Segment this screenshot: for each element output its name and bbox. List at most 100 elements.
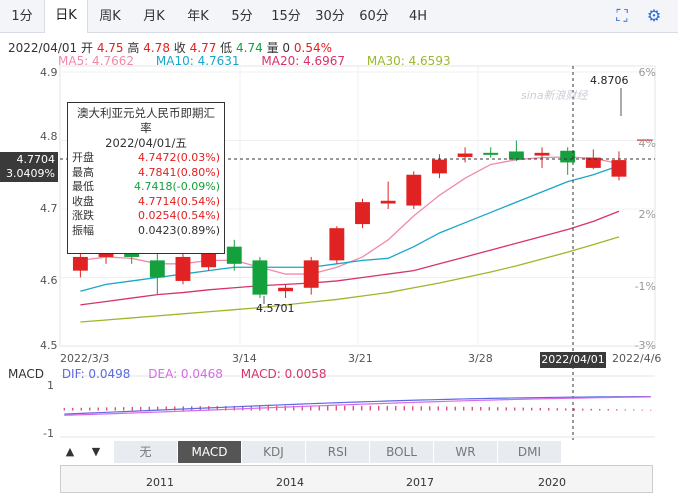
low-marker: 4.5701 [256, 302, 295, 315]
tab-1[interactable]: 日K [44, 0, 88, 33]
price-tag-pct: 3.0409% [6, 167, 55, 180]
tab-0[interactable]: 1分 [11, 8, 33, 24]
candle-body [585, 157, 601, 168]
tooltip-row: 最高 4.7841(0.80%) [72, 166, 220, 181]
tooltip-row-value: 4.7418(-0.09%) [134, 180, 220, 193]
nav-year: 2011 [146, 476, 174, 489]
tooltip-row-label: 最高 [72, 165, 94, 179]
tooltip-row-label: 开盘 [72, 151, 94, 164]
low-label: 低 [220, 41, 233, 55]
ma-legend: MA5: 4.7662 MA10: 4.7631 MA20: 4.6967 MA… [58, 54, 469, 68]
candle-body [329, 228, 345, 261]
tab-2[interactable]: 周K [99, 8, 121, 24]
change-value: 0.54% [293, 41, 332, 55]
macd-value-label: MACD: 0.0058 [240, 367, 327, 381]
indicator-tab-dmi[interactable]: DMI [498, 441, 562, 463]
macd-tick: -1 [43, 427, 54, 440]
pct-tick: -1% [634, 280, 656, 293]
tooltip-row-value: 4.7472(0.03%) [137, 151, 220, 164]
macd-legend: MACD DIF: 0.0498 DEA: 0.0468 MACD: 0.005… [8, 367, 341, 381]
tab-7[interactable]: 30分 [315, 8, 345, 24]
tooltip-title: 澳大利亚元兑人民币即期汇率 [77, 106, 215, 135]
pct-tick: 6% [638, 66, 656, 79]
scroll-up-arrow-icon[interactable]: ▲ [65, 445, 75, 458]
scroll-down-arrow-icon[interactable]: ▼ [91, 445, 101, 458]
tooltip-row: 开盘 4.7472(0.03%) [72, 151, 220, 166]
tab-4[interactable]: 年K [187, 8, 209, 24]
candle-body [611, 160, 627, 177]
range-navigator[interactable] [60, 465, 653, 493]
candle-body [149, 260, 165, 278]
ma20-label: MA20: 4.6967 [261, 54, 346, 68]
open-value: 4.75 [96, 41, 124, 55]
crosshair-price-tag: 4.7704 3.0409% [0, 152, 58, 182]
dif-line [64, 395, 651, 415]
tooltip-date: 2022/04/01/五 [105, 136, 187, 150]
candle-body [72, 256, 88, 271]
candle-body [226, 246, 242, 264]
candle-body [175, 256, 191, 281]
high-value: 4.78 [143, 41, 170, 55]
crosshair-date-tag: 2022/04/01 [540, 352, 606, 368]
candle-body [483, 152, 499, 155]
indicator-tab-无[interactable]: 无 [114, 441, 178, 463]
ma10-label: MA10: 4.7631 [155, 54, 240, 68]
dif-label: DIF: 0.0498 [61, 367, 131, 381]
ma-line-ma30 [80, 236, 620, 323]
price-tag-value: 4.7704 [16, 153, 56, 166]
date-tick: 3/21 [348, 352, 373, 365]
tooltip-row-value: 0.0254(0.54%) [137, 209, 220, 222]
date-tick: 2022/3/3 [60, 352, 110, 365]
watermark: sina新浪财经 [521, 89, 588, 102]
settings-icon[interactable]: ⚙ [646, 6, 662, 25]
ma30-label: MA30: 4.6593 [366, 54, 451, 68]
ma-line-ma20 [80, 210, 620, 306]
tab-3[interactable]: 月K [143, 8, 165, 24]
candle-body [432, 159, 447, 174]
tab-8[interactable]: 60分 [359, 8, 389, 24]
date-tick: 2022/4/6 [612, 352, 662, 365]
tab-6[interactable]: 15分 [271, 8, 301, 24]
candle-body [252, 260, 268, 295]
date-tick: 3/28 [468, 352, 493, 365]
tooltip-row: 涨跌 0.0254(0.54%) [72, 209, 220, 224]
macd-tick: 1 [47, 379, 54, 392]
info-date: 2022/04/01 [8, 41, 78, 55]
candle-body [201, 250, 217, 268]
price-tick: 4.5 [40, 339, 58, 352]
vol-value: 0 [282, 41, 291, 55]
candle-body [380, 200, 396, 204]
close-value: 4.77 [189, 41, 217, 55]
nav-year: 2020 [538, 476, 566, 489]
tooltip-row: 收盘 4.7714(0.54%) [72, 195, 220, 210]
tooltip-row-value: 0.0423(0.89%) [137, 223, 220, 237]
candle-body [355, 202, 370, 225]
indicator-tab-macd[interactable]: MACD [178, 441, 242, 463]
vol-label: 量 [266, 41, 279, 55]
tab-5[interactable]: 5分 [231, 8, 253, 24]
price-tick: 4.7 [40, 202, 58, 215]
dea-line [64, 396, 651, 416]
date-tick: 3/14 [232, 352, 257, 365]
tab-9[interactable]: 4H [408, 8, 428, 24]
indicator-tab-wr[interactable]: WR [434, 441, 498, 463]
indicator-tab-kdj[interactable]: KDJ [242, 441, 306, 463]
ma5-label: MA5: 4.7662 [58, 54, 135, 68]
candle-body [457, 153, 473, 157]
ma-line-ma10 [80, 165, 620, 292]
indicator-tab-boll[interactable]: BOLL [370, 441, 434, 463]
macd-title: MACD [8, 367, 44, 381]
tooltip-row-value: 4.7714(0.54%) [137, 194, 220, 208]
ohlc-info: 2022/04/01 开 4.75 高 4.78 收 4.77 低 4.74 量… [8, 39, 332, 56]
price-tick: 4.6 [40, 274, 58, 287]
ohlc-tooltip: 澳大利亚元兑人民币即期汇率 2022/04/01/五 开盘 4.7472(0.03… [67, 102, 225, 254]
high-label: 高 [127, 41, 140, 55]
candle-body [508, 151, 524, 160]
tooltip-row: 振幅 0.0423(0.89%) [72, 224, 220, 239]
price-tick: 4.8 [40, 130, 58, 143]
candle-body [303, 260, 319, 288]
fullscreen-icon[interactable]: ⛶ [616, 6, 628, 25]
indicator-tab-rsi[interactable]: RSI [306, 441, 370, 463]
nav-year: 2014 [276, 476, 304, 489]
